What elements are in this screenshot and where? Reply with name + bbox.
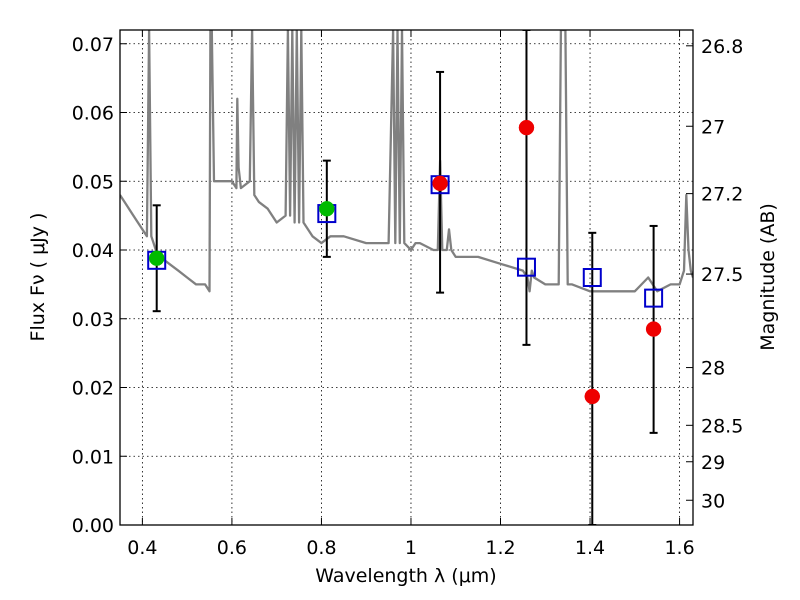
x-tick-label: 0.8	[306, 537, 336, 559]
observed-flux-point	[518, 119, 535, 136]
grid	[120, 30, 693, 526]
x-tick-label: 1.6	[664, 537, 694, 559]
x-tick-label: 0.4	[127, 537, 157, 559]
right-tick-label: 28	[701, 358, 725, 380]
y-tick-label: 0.06	[72, 103, 114, 125]
x-tick-label: 1	[405, 537, 417, 559]
plot-area	[120, 30, 693, 525]
x-tick-label: 0.6	[217, 537, 247, 559]
y-tick-label: 0.05	[72, 171, 114, 193]
x-tick-label: 1.4	[575, 537, 605, 559]
x-tick-label: 1.2	[485, 537, 515, 559]
y-tick-label: 0.00	[72, 515, 114, 537]
y-axis-label: Flux Fν ( μJy )	[27, 213, 49, 342]
ticks: 0.4 0.6 0.8 1 1.2 1.4 1.6 0.00 0.01 0.02 0.03 0.04 0…	[72, 30, 743, 559]
right-tick-label: 28.5	[701, 415, 743, 437]
model-square-point	[516, 257, 536, 277]
right-tick-label: 27	[701, 116, 725, 138]
right-tick-label: 27.2	[701, 184, 743, 206]
x-axis-label: Wavelength λ (μm)	[315, 565, 496, 587]
right-axis-label: Magnitude (AB)	[757, 203, 779, 351]
y-tick-label: 0.07	[72, 34, 114, 56]
observed-flux-point	[584, 388, 601, 405]
y-tick-label: 0.04	[72, 240, 114, 262]
right-tick-label: 29	[701, 452, 725, 474]
model-square-point	[582, 268, 602, 287]
y-tick-label: 0.03	[72, 309, 114, 331]
right-tick-label: 30	[701, 490, 725, 512]
observed-flux-point	[148, 250, 165, 266]
right-tick-label: 26.8	[701, 36, 743, 58]
y-tick-label: 0.01	[72, 446, 114, 468]
observed-flux-point	[645, 321, 662, 337]
right-tick-label: 27.5	[701, 264, 743, 286]
model-square-point	[644, 288, 664, 308]
observed-flux-point	[432, 175, 448, 192]
observed-flux-point	[319, 201, 335, 217]
template-spectrum-line	[120, 30, 693, 293]
y-tick-label: 0.02	[72, 378, 114, 400]
plot-frame	[119, 29, 694, 526]
